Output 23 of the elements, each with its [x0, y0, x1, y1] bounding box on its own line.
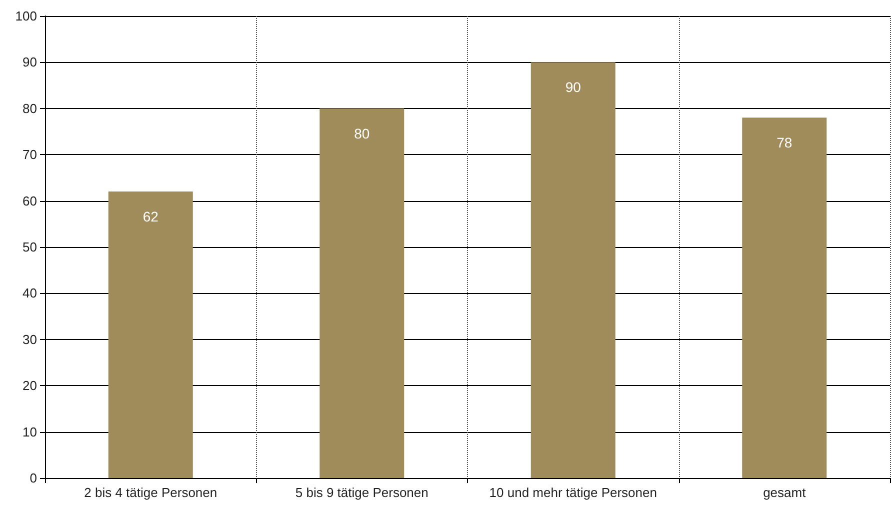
x-tick-label: 5 bis 9 tätige Personen: [295, 485, 428, 500]
y-tick-label: 10: [22, 424, 37, 440]
data-label: 80: [354, 125, 370, 142]
bar: [530, 62, 616, 478]
x-tick-label: 10 und mehr tätige Personen: [489, 485, 657, 500]
y-tick-label: 0: [30, 470, 37, 486]
data-label: 62: [142, 208, 159, 225]
y-tick-label: 90: [22, 54, 37, 70]
bar: [742, 118, 827, 478]
y-tick-label: 20: [22, 378, 37, 394]
y-tick-label: 30: [22, 332, 37, 347]
bar: [320, 108, 404, 478]
y-tick-label: 40: [22, 286, 37, 301]
x-tick-label: gesamt: [763, 485, 806, 500]
y-tick-label: 50: [22, 240, 37, 254]
y-tick-label: 70: [22, 147, 37, 162]
x-tick-label: 2 bis 4 tätige Personen: [84, 485, 218, 500]
y-tick-label: 100: [15, 8, 37, 24]
data-label: 78: [776, 134, 792, 151]
bar: [108, 192, 193, 478]
data-label: 90: [565, 79, 582, 96]
y-tick-label: 60: [22, 193, 37, 208]
y-tick-label: 80: [22, 100, 37, 116]
